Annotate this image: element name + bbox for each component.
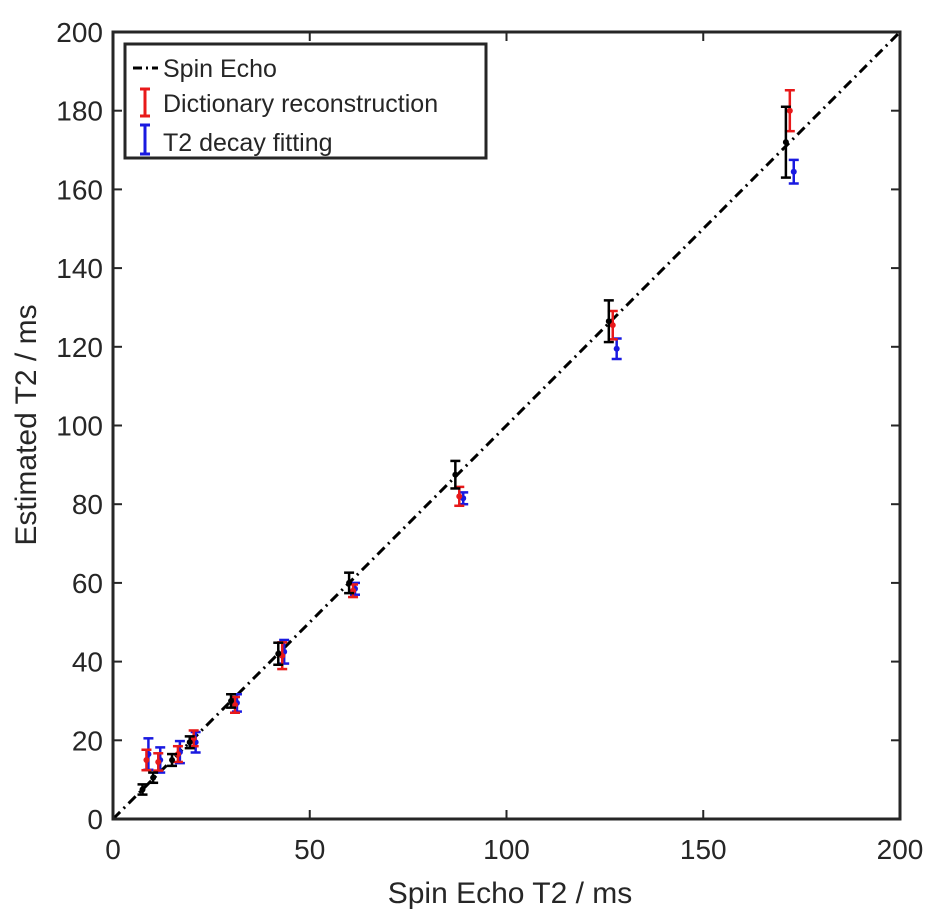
y-axis-label: Estimated T2 / ms (10, 304, 43, 545)
x-axis-label: Spin Echo T2 / ms (388, 877, 633, 910)
data-point (346, 579, 353, 586)
errorbar-point (788, 158, 799, 185)
errorbar-point (344, 571, 355, 595)
y-tick-label: 80 (72, 489, 103, 520)
data-point (143, 756, 150, 763)
identity-line (111, 30, 902, 821)
data-point (786, 107, 793, 114)
errorbar-point (184, 735, 195, 750)
errorbar-point (454, 485, 465, 508)
x-tick-label: 50 (294, 834, 325, 865)
y-tick-label: 140 (56, 253, 103, 284)
y-tick-label: 60 (72, 568, 103, 599)
data-point (155, 758, 162, 765)
errorbar-point (450, 459, 461, 490)
errorbar-point (603, 299, 614, 344)
errorbar-point (172, 744, 183, 764)
legend-swatch-t2-decay (140, 123, 150, 156)
errorbar-point (226, 693, 237, 709)
legend-label-t2-decay: T2 decay fitting (163, 129, 333, 157)
data-point (613, 345, 620, 352)
errorbar-point (780, 105, 791, 179)
data-point (605, 318, 612, 325)
series-0 (137, 105, 791, 796)
data-point (169, 756, 176, 763)
x-tick-label: 150 (680, 834, 727, 865)
legend-label-spin-echo: Spin Echo (163, 55, 277, 83)
data-point (782, 139, 789, 146)
data-point (456, 493, 463, 500)
data-point (609, 322, 616, 329)
y-axis: 0 20 40 60 80 100 120 140 160 180 200 (56, 17, 900, 835)
y-tick-label: 20 (72, 725, 103, 756)
legend-label-dictionary: Dictionary reconstruction (163, 90, 438, 118)
y-tick-label: 40 (72, 647, 103, 678)
y-tick-label: 160 (56, 174, 103, 205)
data-point (150, 774, 157, 781)
legend: Spin Echo Dictionary reconstruction T2 d… (123, 42, 488, 160)
errorbar-point (153, 752, 164, 772)
y-tick-label: 0 (87, 804, 103, 835)
data-point (186, 739, 193, 746)
y-tick-label: 200 (56, 17, 103, 48)
y-tick-label: 100 (56, 411, 103, 442)
data-point (139, 786, 146, 793)
x-tick-label: 0 (105, 834, 121, 865)
data-point (275, 650, 282, 657)
x-tick-label: 100 (483, 834, 530, 865)
legend-box (123, 42, 488, 160)
data-point (231, 701, 238, 708)
x-axis: 0 50 100 150 200 (105, 32, 923, 865)
errorbar-point (137, 783, 148, 796)
legend-swatch-dictionary (140, 87, 150, 118)
series-1 (141, 88, 795, 772)
errorbar-point (784, 88, 795, 133)
data-point (174, 751, 181, 758)
data-point (452, 471, 459, 478)
errorbar-point (141, 748, 152, 772)
data-point (228, 697, 235, 704)
errorbar-point (273, 641, 284, 666)
y-tick-label: 180 (56, 96, 103, 127)
errorbar-point (167, 752, 178, 768)
errorbar-point (148, 771, 159, 785)
data-point (790, 168, 797, 175)
y-tick-label: 120 (56, 332, 103, 363)
x-tick-label: 200 (877, 834, 924, 865)
